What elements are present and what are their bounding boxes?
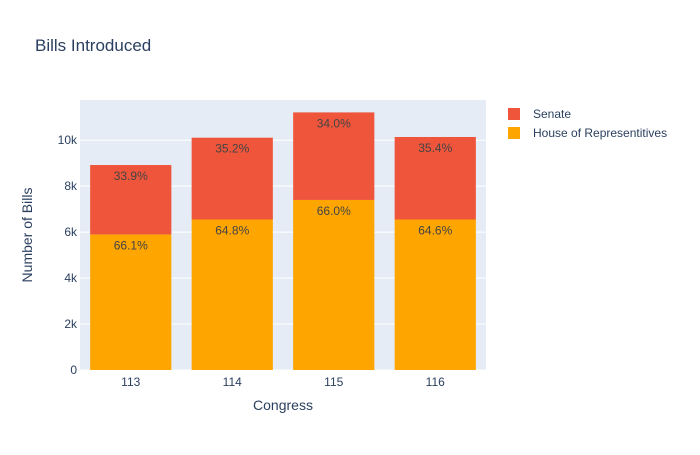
legend-label: Senate	[533, 107, 571, 121]
x-tick-label: 114	[223, 375, 242, 389]
y-tick-label: 6k	[64, 225, 78, 239]
legend-swatch	[508, 108, 520, 120]
x-axis-title: Congress	[253, 397, 313, 413]
bar-label-senate-116: 35.4%	[418, 141, 452, 155]
y-axis-ticks: 0 2k 4k 6k 8k 10k	[58, 133, 78, 377]
y-tick-label: 2k	[64, 317, 78, 331]
legend-item-house-of-representitives[interactable]: House of Representitives	[508, 126, 667, 140]
bar-label-house-of-representitives-115: 66.0%	[317, 204, 351, 218]
y-axis-title: Number of Bills	[19, 188, 35, 283]
bar-house-of-representitives-115[interactable]	[293, 199, 375, 370]
bars	[90, 112, 476, 370]
x-tick-label: 113	[121, 375, 140, 389]
bar-senate-115[interactable]	[293, 112, 375, 200]
bar-house-of-representitives-114[interactable]	[191, 219, 273, 370]
bar-senate-113[interactable]	[90, 165, 172, 235]
y-tick-label: 0	[70, 363, 77, 377]
bar-label-senate-115: 34.0%	[317, 116, 351, 130]
x-axis-ticks: 113 114 115 116	[121, 375, 445, 389]
y-tick-label: 10k	[58, 133, 78, 147]
bar-senate-116[interactable]	[394, 136, 476, 220]
x-tick-label: 115	[324, 375, 343, 389]
legend[interactable]: Senate House of Representitives	[508, 107, 667, 140]
y-tick-label: 8k	[64, 179, 78, 193]
bar-label-house-of-representitives-114: 64.8%	[215, 223, 249, 237]
bar-house-of-representitives-116[interactable]	[394, 219, 476, 370]
bar-label-house-of-representitives-116: 64.6%	[418, 223, 452, 237]
legend-label: House of Representitives	[533, 126, 667, 140]
bar-label-house-of-representitives-113: 66.1%	[114, 238, 148, 252]
legend-item-senate[interactable]: Senate	[508, 107, 571, 121]
legend-swatch	[508, 127, 520, 139]
bar-label-senate-113: 33.9%	[114, 169, 148, 183]
y-tick-label: 4k	[64, 271, 78, 285]
bar-senate-114[interactable]	[191, 137, 273, 220]
bar-house-of-representitives-113[interactable]	[90, 234, 172, 370]
bar-labels: 66.1% 33.9% 64.8% 35.2% 66.0% 34.0% 64.6% 35.4%	[114, 116, 453, 252]
x-tick-label: 116	[426, 375, 445, 389]
chart-title: Bills Introduced	[35, 36, 151, 55]
bar-label-senate-114: 35.2%	[215, 142, 249, 156]
